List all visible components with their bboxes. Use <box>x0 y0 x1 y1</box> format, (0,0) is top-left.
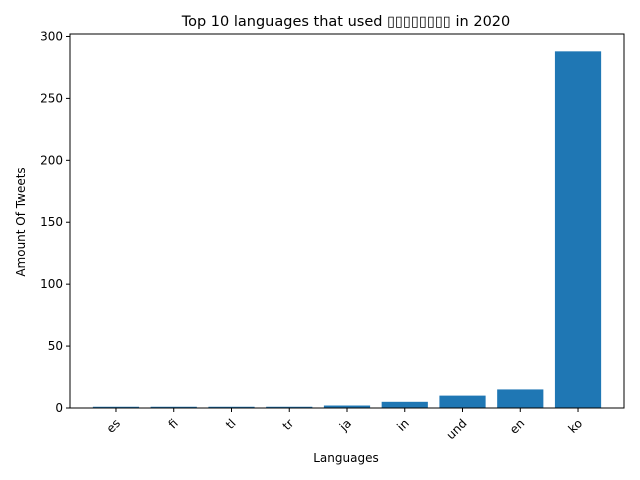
bars-group <box>92 51 602 409</box>
x-axis-ticks: es fi tl tr ja in und en ko <box>104 408 585 442</box>
y-tick-label-150: 150 <box>40 215 63 229</box>
x-tick-label-ja: ja <box>336 416 354 434</box>
x-tick-label-en: en <box>507 416 528 437</box>
x-tick-label-in: in <box>394 416 412 434</box>
bar-in <box>381 401 428 408</box>
y-tick-label-250: 250 <box>40 91 63 105</box>
y-axis-label: Amount Of Tweets <box>14 167 28 276</box>
bar-ko <box>554 51 602 409</box>
x-tick-label-tr: tr <box>280 416 297 433</box>
x-tick-label-es: es <box>104 416 124 436</box>
x-tick-label-und: und <box>444 416 470 442</box>
x-axis-label: Languages <box>313 451 378 465</box>
plot-frame <box>69 33 625 409</box>
bar-fi <box>150 406 197 408</box>
bar-es <box>92 406 140 408</box>
y-tick-label-50: 50 <box>48 339 63 353</box>
y-tick-label-300: 300 <box>40 29 63 43</box>
chart-title: Top 10 languages that used ▯▯▯▯▯▯▯▯ in 2… <box>181 14 511 30</box>
y-tick-label-100: 100 <box>40 277 63 291</box>
bar-ja <box>323 405 371 408</box>
x-tick-label-ko: ko <box>565 416 585 436</box>
bar-und <box>439 395 486 408</box>
bar-tr <box>266 406 313 408</box>
x-tick-label-tl: tl <box>223 416 239 432</box>
y-axis-ticks: 0 50 100 150 200 250 300 <box>40 29 70 415</box>
bar-en <box>497 389 544 408</box>
bar-tl <box>208 406 255 408</box>
y-tick-label-0: 0 <box>55 401 63 415</box>
y-tick-label-200: 200 <box>40 153 63 167</box>
x-tick-label-fi: fi <box>166 416 181 431</box>
